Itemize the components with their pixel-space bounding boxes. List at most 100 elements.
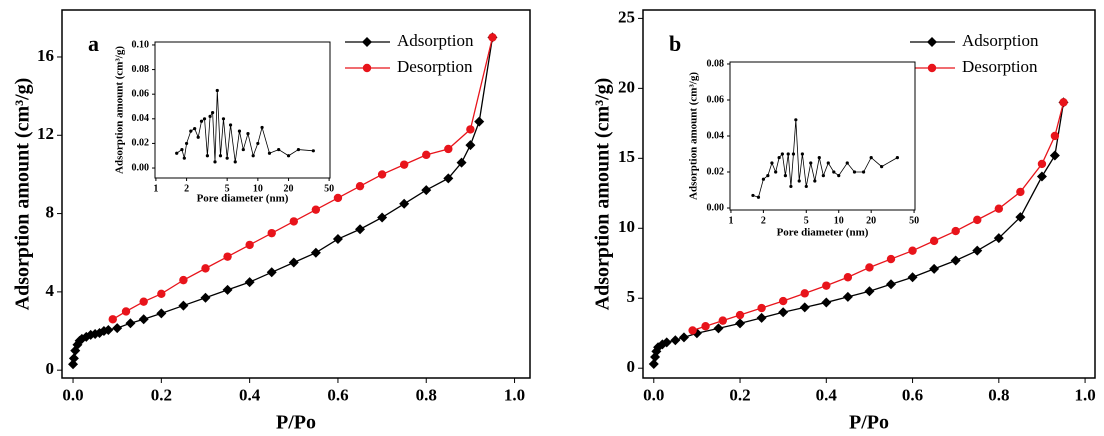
y-tick-label: 0.00 [707,202,725,213]
data-point [804,184,808,189]
x-tick-label: 0.4 [816,386,838,405]
data-point [821,297,832,308]
data-point [178,300,189,311]
data-point [199,119,204,123]
data-point [112,323,123,334]
data-point [809,161,813,165]
x-tick-label: 5 [225,183,230,194]
y-axis-label: Adsorption amount (cm³/g) [592,78,614,311]
x-tick-label: 0.6 [327,386,348,405]
y-axis-label: Adsorption amount (cm³/g) [114,46,126,174]
data-point [196,135,200,139]
data-point [233,160,237,164]
data-point [813,179,817,183]
data-point [800,289,809,298]
data-point [399,198,410,209]
data-point [311,205,321,214]
data-point [865,263,874,272]
data-point [786,152,790,156]
data-point [222,284,233,295]
data-point [845,161,849,165]
data-point [864,286,875,297]
x-tick-label: 20 [866,215,876,226]
y-tick-label: 8 [46,202,55,221]
data-point [456,157,467,168]
y-tick-label: 0.02 [707,166,725,177]
data-point [822,281,831,290]
data-point [202,117,207,121]
data-point [121,307,131,316]
data-point [225,156,229,160]
legend-label: Desorption [962,57,1038,76]
y-tick-label: 0 [46,359,55,378]
x-tick-label: 1 [153,183,158,194]
data-point [757,303,766,313]
data-point [842,291,853,302]
data-point [211,111,215,115]
data-point [799,302,810,313]
x-tick-label: 1.0 [1074,386,1095,405]
data-point [251,154,255,158]
data-point [377,212,388,223]
data-point [289,217,298,226]
data-point [751,193,755,198]
x-tick-label: 0.6 [902,386,923,405]
y-axis-label: Adsorption amount (cm³/g) [12,78,34,311]
y-tick-label: 0.04 [707,130,725,141]
data-point [311,149,315,153]
data-point [139,297,148,306]
y-tick-label: 15 [618,147,635,166]
data-point [310,247,321,258]
data-point [260,125,264,130]
data-point [213,160,217,164]
data-point [821,174,825,178]
y-tick-label: 0 [627,357,636,376]
data-point [223,252,232,261]
data-point [783,174,787,178]
data-point [68,353,79,364]
data-point [678,332,689,343]
data-point [1050,131,1060,141]
data-point [184,141,189,146]
data-point [288,257,299,268]
x-tick-label: 0.2 [729,386,750,405]
data-point [791,152,796,156]
data-point [661,337,672,348]
data-point [245,240,254,250]
x-axis-label: P/Po [849,412,889,434]
data-point [474,116,485,127]
data-point [332,234,343,245]
data-point [228,123,233,127]
y-tick-label: 4 [46,281,55,300]
data-point [1059,98,1068,107]
data-point [701,322,710,331]
plot-frame [61,9,531,379]
inset-background [730,62,915,210]
data-point [993,233,1004,244]
data-point [333,193,343,203]
data-point [756,312,767,323]
data-point [180,147,184,152]
plot-frame [729,61,916,211]
data-point [886,254,896,264]
x-tick-label: 0.4 [239,386,261,405]
data-point [182,156,186,160]
data-point [880,165,884,169]
data-point [157,289,166,299]
data-point [138,314,149,325]
y-tick-label: 0.00 [132,162,150,173]
x-axis-label: Pore diameter (nm) [777,227,869,239]
data-point [246,131,250,136]
data-point [735,310,745,320]
panel-label: a [88,31,99,56]
data-point [422,150,431,160]
x-tick-label: 10 [834,215,844,226]
data-point [218,154,223,158]
data-point [1036,171,1047,182]
data-point [201,264,210,273]
data-point [256,141,260,146]
data-point [972,245,983,256]
data-point [267,228,276,238]
legend-marker [927,63,937,73]
